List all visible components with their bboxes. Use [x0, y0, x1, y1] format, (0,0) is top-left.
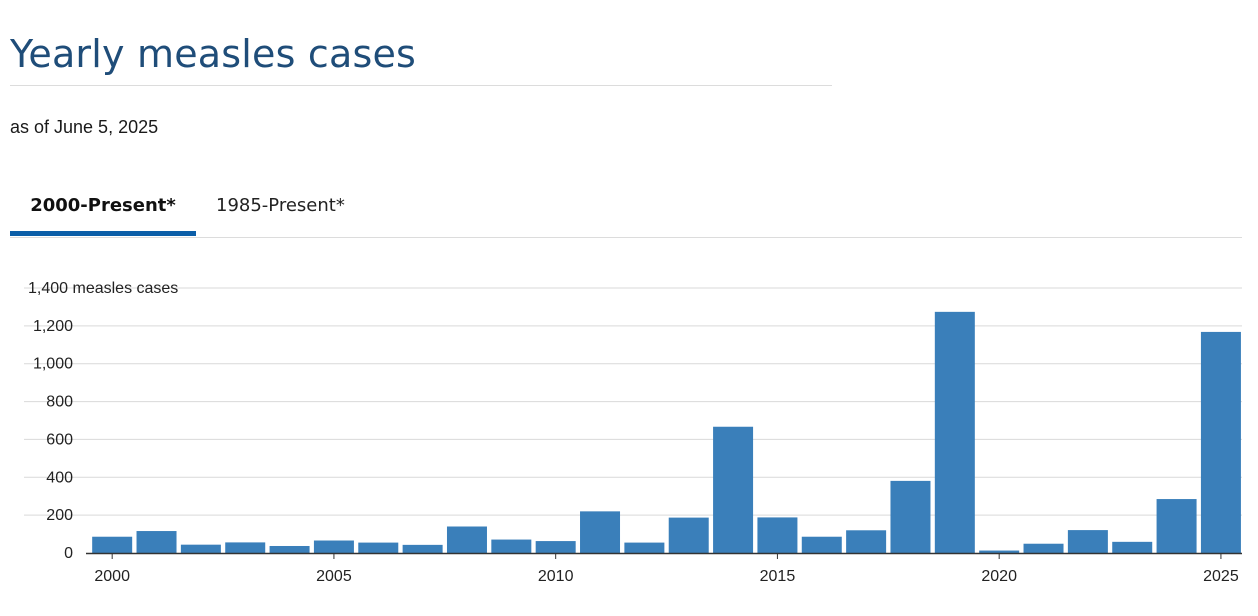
page-title: Yearly measles cases	[10, 32, 417, 76]
x-tick-label: 2020	[981, 568, 1017, 585]
bar-2014	[713, 426, 754, 553]
y-tick-label: 1,200	[33, 318, 73, 335]
bar-2019	[934, 311, 975, 553]
subtitle: as of June 5, 2025	[10, 117, 159, 137]
y-axis-ticks: 0 200 400 600 800 1,000 1,200 1,400 measles cas…	[28, 280, 178, 562]
x-tick-label: 2005	[316, 568, 352, 585]
y-tick-label: 600	[46, 431, 73, 448]
bar-2000	[92, 536, 133, 553]
bar-2008	[446, 526, 487, 553]
tab-bar: 2000-Present* 1985-Present*	[10, 190, 1242, 238]
bar-2022	[1067, 530, 1108, 553]
bar-2015	[757, 517, 798, 553]
bar-2020	[979, 550, 1020, 553]
bar-2025	[1200, 331, 1241, 553]
bar-2009	[491, 539, 532, 553]
bar-2023	[1112, 541, 1153, 553]
bar-2013	[668, 517, 709, 553]
x-tick-label: 2000	[94, 568, 130, 585]
bar-2017	[846, 530, 887, 553]
bar-2002	[180, 544, 221, 553]
x-tick-label: 2010	[538, 568, 574, 585]
bar-2005	[313, 540, 354, 553]
bar-2003	[225, 542, 266, 553]
y-tick-label: 400	[46, 469, 73, 486]
bar-2018	[890, 480, 931, 553]
bar-2010	[535, 541, 576, 553]
bar-2016	[801, 536, 842, 553]
bar-2007	[402, 544, 443, 553]
bar-2024	[1156, 499, 1197, 553]
measles-bar-chart: 0 200 400 600 800 1,000 1,200 1,400 measles cas…	[24, 280, 1242, 585]
tab-1985-present[interactable]: 1985-Present*	[216, 195, 345, 216]
y-tick-label: 1,000	[33, 356, 73, 373]
x-tick-label: 2025	[1203, 568, 1239, 585]
bars	[92, 311, 1241, 553]
bar-2021	[1023, 543, 1064, 553]
y-tick-label: 0	[64, 545, 73, 562]
bar-2012	[624, 542, 665, 553]
tab-2000-present[interactable]: 2000-Present*	[10, 190, 196, 236]
bar-2004	[269, 545, 310, 553]
bar-2011	[580, 511, 621, 553]
bar-2006	[358, 542, 399, 553]
x-tick-label: 2015	[760, 568, 796, 585]
y-tick-label: 1,400 measles cases	[28, 280, 178, 297]
title-divider	[10, 85, 832, 86]
y-tick-label: 800	[46, 394, 73, 411]
gridlines	[24, 287, 1242, 516]
y-tick-label: 200	[46, 507, 73, 524]
bar-2001	[136, 531, 177, 553]
x-axis-ticks: 2000 2005 2010 2015 2020 2025	[94, 553, 1239, 585]
